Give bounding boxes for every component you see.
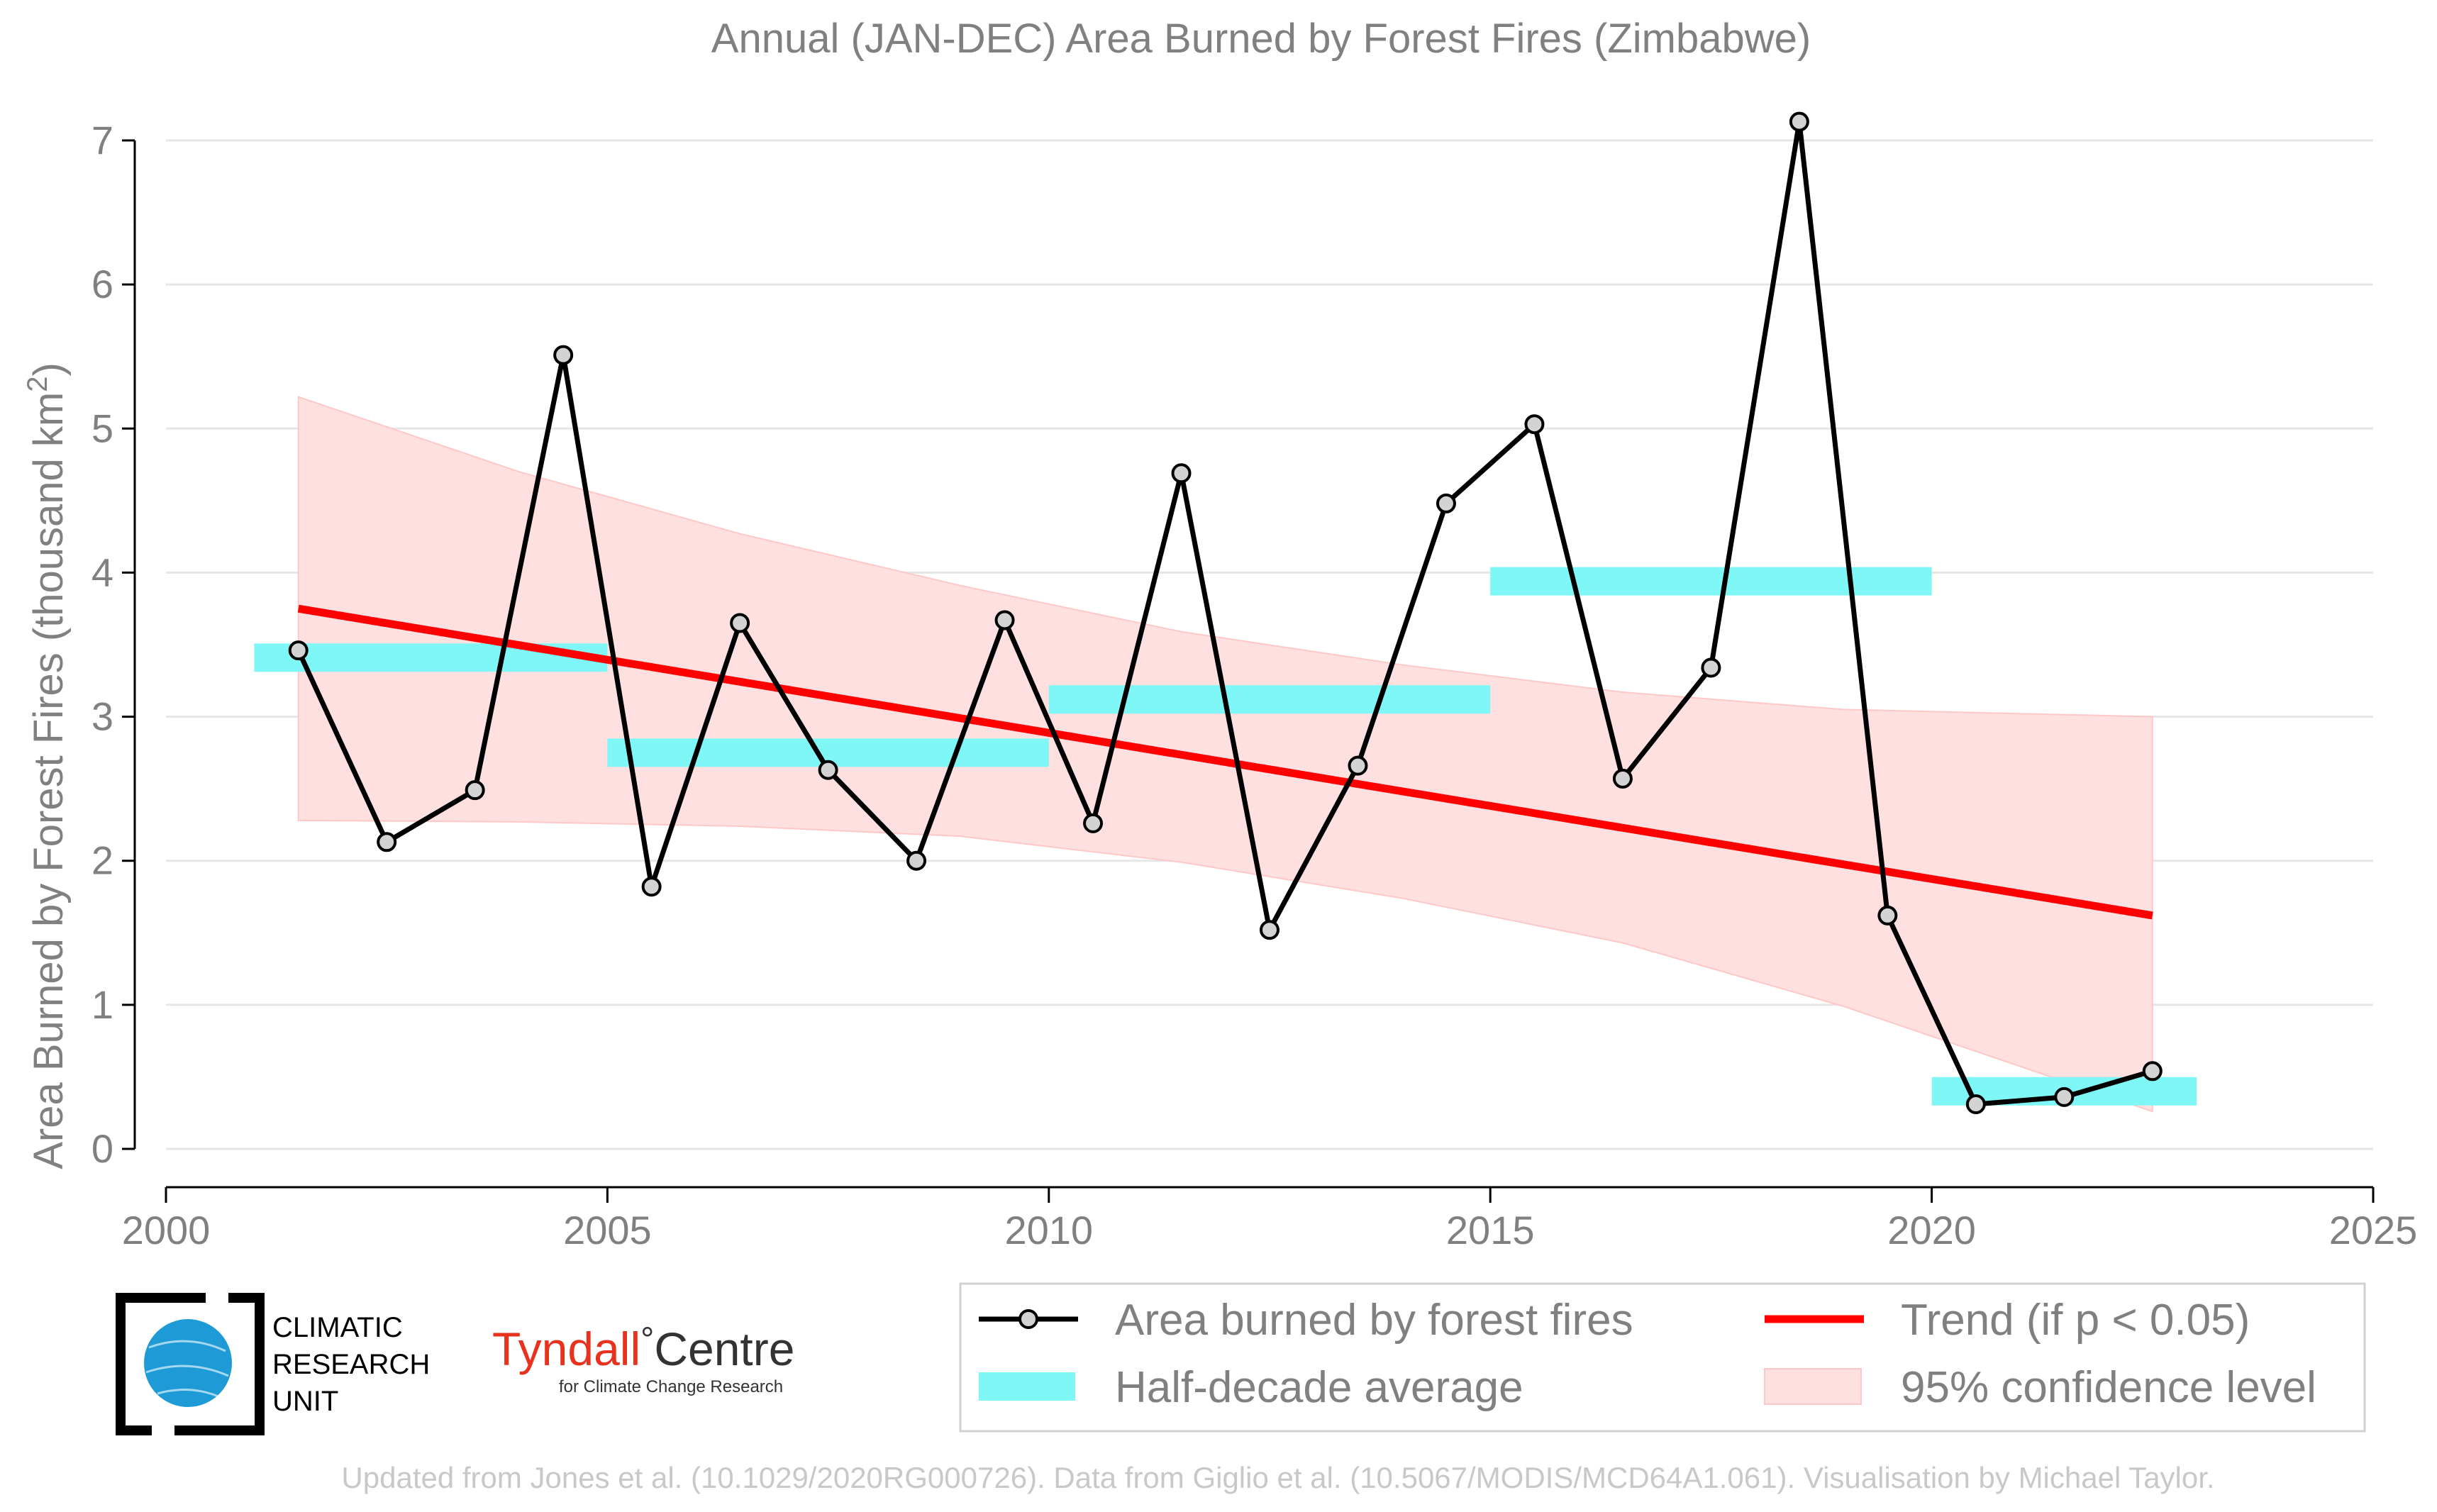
tyndall-wordmark: Tyndall°Centre bbox=[492, 1321, 794, 1375]
y-tick-label-2: 2 bbox=[91, 838, 113, 883]
axes bbox=[122, 139, 2375, 1203]
footer-credits: Updated from Jones et al. (10.1029/2020R… bbox=[341, 1461, 2214, 1494]
x-tick-label-2015: 2015 bbox=[1446, 1208, 1535, 1252]
legend-label-confidence: 95% confidence level bbox=[1901, 1363, 2316, 1412]
y-tick-label-4: 4 bbox=[91, 550, 113, 594]
data-point-0 bbox=[288, 640, 309, 661]
half-decade-bar-2 bbox=[1048, 685, 1491, 714]
cru-text-line-3: UNIT bbox=[272, 1386, 338, 1417]
trend-line bbox=[297, 604, 2153, 920]
data-point-19 bbox=[1965, 1094, 1986, 1115]
cru-globe-icon bbox=[144, 1319, 232, 1407]
chart-title: Annual (JAN-DEC) Area Burned by Forest F… bbox=[711, 16, 1811, 62]
area-burned-series bbox=[288, 111, 2163, 1115]
trend-line-segment bbox=[297, 604, 2153, 920]
x-tick-label-2005: 2005 bbox=[563, 1208, 652, 1252]
cru-logo: CLIMATIC RESEARCH UNIT bbox=[116, 1293, 430, 1435]
data-point-3 bbox=[553, 345, 574, 365]
x-tick-label-2020: 2020 bbox=[1887, 1208, 1976, 1252]
y-tick-label-5: 5 bbox=[91, 406, 113, 450]
legend-halfdecade-swatch bbox=[979, 1372, 1075, 1401]
data-point-5 bbox=[730, 613, 750, 633]
data-point-16 bbox=[1701, 657, 1721, 678]
data-point-21 bbox=[2142, 1061, 2163, 1082]
series-line bbox=[296, 119, 2153, 1107]
cru-text-line-2: RESEARCH bbox=[272, 1349, 430, 1380]
data-point-7 bbox=[906, 850, 927, 871]
confidence-band bbox=[297, 396, 2153, 1113]
legend-box bbox=[959, 1282, 2366, 1433]
x-tick-labels: 2000 2005 2010 2015 2020 2025 bbox=[122, 1208, 2418, 1252]
data-point-13 bbox=[1436, 493, 1456, 513]
y-axis-label-superscript: 2 bbox=[22, 377, 53, 392]
y-tick-label-6: 6 bbox=[91, 262, 113, 306]
data-point-2 bbox=[465, 780, 485, 801]
y-axis-label: Area Burned by Forest Fires (thousand km… bbox=[22, 362, 72, 1169]
y-tick-label-3: 3 bbox=[91, 694, 113, 739]
legend-confidence-swatch bbox=[1764, 1368, 1862, 1405]
y-tick-label-0: 0 bbox=[91, 1126, 113, 1171]
legend: Area burned by forest fires Trend (if p … bbox=[959, 1282, 2366, 1433]
data-point-11 bbox=[1260, 920, 1279, 940]
legend-marker-swatch bbox=[1018, 1309, 1038, 1329]
data-point-6 bbox=[818, 760, 838, 780]
data-point-17 bbox=[1789, 111, 1809, 132]
confidence-band-area bbox=[297, 396, 2153, 1113]
tyndall-subtitle: for Climate Change Research bbox=[559, 1377, 783, 1396]
data-point-15 bbox=[1612, 768, 1633, 789]
y-tick-label-1: 1 bbox=[91, 982, 113, 1027]
legend-label-trend: Trend (if p < 0.05) bbox=[1901, 1296, 2250, 1345]
cru-globe-lines bbox=[145, 1340, 229, 1399]
data-point-1 bbox=[377, 832, 397, 852]
y-tick-labels: 0 1 2 3 4 5 6 7 bbox=[91, 118, 113, 1171]
tyndall-logo: Tyndall°Centre for Climate Change Resear… bbox=[492, 1321, 794, 1396]
data-point-9 bbox=[1083, 813, 1104, 833]
x-tick-label-2010: 2010 bbox=[1005, 1208, 1094, 1252]
data-point-14 bbox=[1524, 414, 1545, 435]
legend-label-area: Area burned by forest fires bbox=[1115, 1296, 1633, 1345]
half-decade-bar-3 bbox=[1490, 567, 1932, 596]
legend-label-halfdecade: Half-decade average bbox=[1115, 1363, 1523, 1412]
x-tick-label-2025: 2025 bbox=[2329, 1208, 2418, 1252]
cru-logo-bracket bbox=[116, 1293, 265, 1435]
y-tick-label-7: 7 bbox=[91, 118, 113, 162]
x-tick-label-2000: 2000 bbox=[122, 1208, 211, 1252]
cru-text-line-1: CLIMATIC bbox=[272, 1312, 403, 1343]
data-point-4 bbox=[641, 877, 662, 897]
data-point-10 bbox=[1171, 463, 1192, 484]
data-point-8 bbox=[994, 610, 1015, 630]
data-point-18 bbox=[1877, 905, 1898, 925]
data-point-12 bbox=[1348, 755, 1368, 776]
data-point-20 bbox=[2054, 1086, 2075, 1107]
